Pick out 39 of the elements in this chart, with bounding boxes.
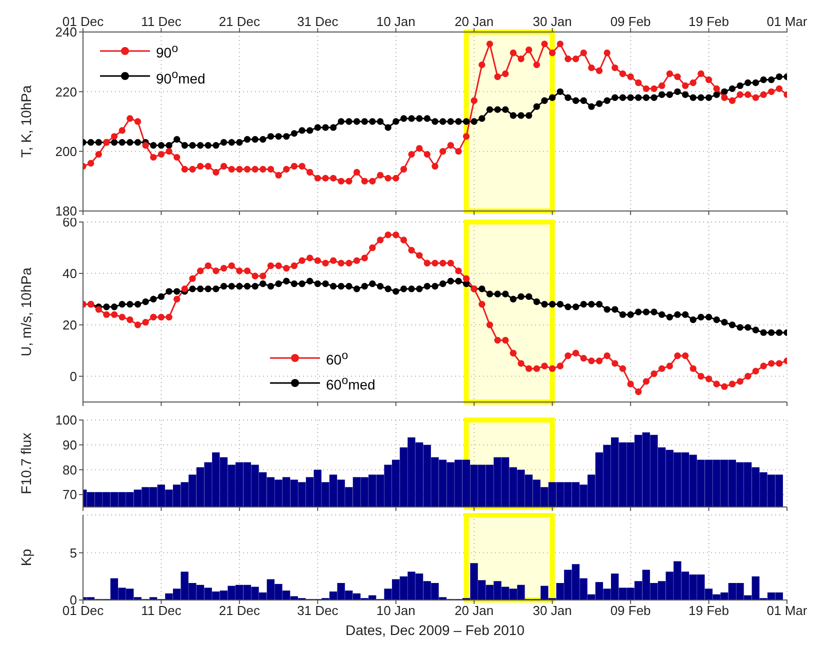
x-tick-label: 30 Jan [532, 603, 572, 618]
x-tick-label: 10 Jan [376, 603, 416, 618]
y-tick-label: 90 [62, 437, 77, 452]
x2-tick-label: 11 Dec [141, 14, 182, 29]
y-tick-label: 80 [62, 462, 77, 478]
x2-tick-label: 21 Dec [218, 14, 261, 29]
x2-tick-label: 01 Mar [766, 14, 808, 29]
legend-label: 90$^{o}$med [156, 66, 206, 88]
y-tick-label: 20 [62, 317, 77, 332]
y-tick-label: 220 [55, 84, 77, 100]
x2-tick-label: 19 Feb [688, 14, 730, 29]
y-axis-title: Kp [18, 548, 34, 566]
x-tick-label: 31 Dec [297, 603, 339, 618]
y-axis-title: F10.7 flux [18, 432, 34, 494]
y-axis-title: U, m/s, 10hPa [18, 267, 34, 356]
y-axis-title: T, K, 10hPa [18, 85, 34, 158]
x-axis-title: Dates, Dec 2009 – Feb 2010 [344, 622, 526, 638]
x2-tick-label: 09 Feb [610, 14, 651, 29]
x2-tick-label: 10 Jan [376, 14, 416, 29]
y-tick-label: 70 [62, 487, 77, 502]
x2-tick-label: 30 Jan [532, 14, 572, 29]
x-tick-label: 01 Mar [766, 603, 808, 618]
y-tick-label: 0 [70, 368, 77, 384]
x-tick-label: 19 Feb [688, 603, 730, 618]
legend-label: 60$^{o}$ [326, 348, 348, 370]
x-tick-label: 09 Feb [610, 603, 651, 618]
x-tick-label: 01 Dec [62, 603, 104, 618]
y-tick-label: 100 [55, 412, 77, 428]
legend-label: 60$^{o}$med [326, 373, 376, 395]
x2-tick-label: 31 Dec [297, 14, 339, 29]
x-tick-label: 20 Jan [454, 603, 494, 618]
x2-tick-label: 20 Jan [454, 14, 494, 29]
y-tick-label: 180 [55, 204, 77, 219]
x-tick-label: 11 Dec [141, 603, 182, 618]
y-tick-label: 5 [70, 545, 77, 560]
legend-label: 90$^{o}$ [156, 41, 178, 63]
y-tick-label: 200 [55, 144, 77, 159]
x-tick-label: 21 Dec [218, 603, 261, 618]
y-tick-label: 40 [62, 266, 77, 282]
